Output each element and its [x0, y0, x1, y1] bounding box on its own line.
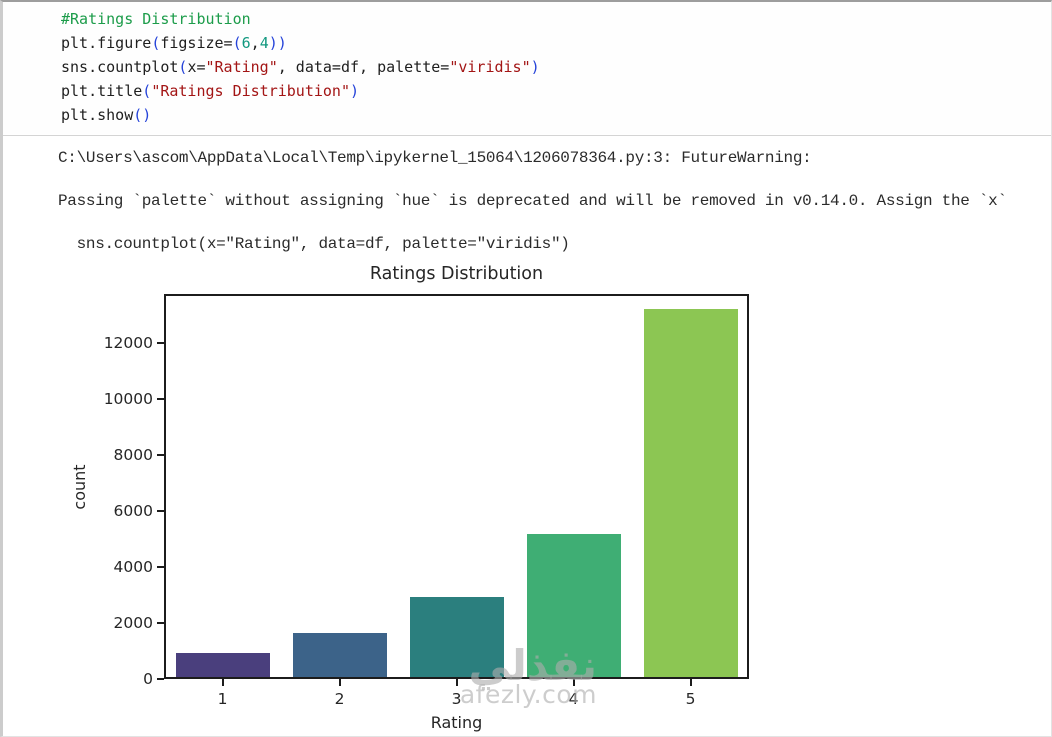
code-token: figsize=: [160, 34, 233, 52]
y-tick-mark: [157, 622, 164, 624]
code-token: plt.title: [61, 82, 143, 100]
code-token: 4: [259, 34, 269, 52]
y-tick-label: 0: [143, 670, 153, 688]
y-tick-mark: [157, 510, 164, 512]
x-tick-label: 4: [568, 690, 579, 708]
code-token: ,: [250, 34, 260, 52]
x-tick-label: 2: [334, 690, 345, 708]
bar-rating-4: [526, 534, 621, 677]
warning-line: Passing `palette` without assigning `hue…: [58, 192, 1007, 210]
x-tick-mark: [221, 679, 224, 686]
code-line: plt.show(): [61, 103, 1051, 127]
code-token: (): [133, 106, 152, 124]
x-tick-label: 3: [451, 690, 462, 708]
future-warning-output: C:\Users\ascom\AppData\Local\Temp\ipyker…: [58, 137, 1051, 266]
code-token: sns.countplot: [61, 58, 179, 76]
y-tick-mark: [157, 454, 164, 456]
code-token: ): [530, 58, 540, 76]
y-tick-label: 12000: [103, 334, 153, 352]
code-token: , data=df, palette=: [277, 58, 450, 76]
x-tick-mark: [455, 679, 458, 686]
bar-rating-5: [643, 309, 738, 677]
bar-rating-1: [175, 653, 270, 677]
chart-title: Ratings Distribution: [369, 264, 544, 284]
x-axis-label: Rating: [430, 713, 483, 732]
cell-output-divider: [3, 135, 1051, 136]
x-tick-label: 5: [685, 690, 696, 708]
code-token: plt.figure: [61, 34, 152, 52]
code-token: x=: [187, 58, 206, 76]
code-line: sns.countplot(x="Rating", data=df, palet…: [61, 55, 1051, 79]
warning-line: sns.countplot(x="Rating", data=df, palet…: [58, 235, 570, 253]
code-token: 6: [241, 34, 251, 52]
code-line: plt.figure(figsize=(6,4)): [61, 31, 1051, 55]
warning-line: C:\Users\ascom\AppData\Local\Temp\ipyker…: [58, 149, 812, 167]
code-token: (: [142, 82, 152, 100]
y-tick-label: 4000: [113, 558, 153, 576]
code-line: plt.title("Ratings Distribution"): [61, 79, 1051, 103]
y-tick-label: 10000: [103, 390, 153, 408]
code-token: "Ratings Distribution": [151, 82, 350, 100]
y-tick-mark: [157, 678, 164, 680]
bar-rating-3: [409, 597, 504, 677]
code-token: plt.show: [61, 106, 134, 124]
code-line: #Ratings Distribution: [61, 7, 1051, 31]
x-tick-mark: [689, 679, 692, 686]
code-token: (: [232, 34, 242, 52]
y-tick-label: 6000: [113, 502, 153, 520]
code-token: "Rating": [205, 58, 278, 76]
code-token: )): [268, 34, 287, 52]
bar-rating-2: [292, 633, 387, 677]
y-tick-label: 8000: [113, 446, 153, 464]
code-token: #Ratings Distribution: [61, 10, 251, 28]
y-tick-mark: [157, 398, 164, 400]
x-tick-label: 1: [217, 690, 228, 708]
code-cell[interactable]: #Ratings Distribution plt.figure(figsize=…: [3, 2, 1051, 134]
y-tick-mark: [157, 566, 164, 568]
code-token: (: [151, 34, 161, 52]
code-editor[interactable]: #Ratings Distribution plt.figure(figsize=…: [3, 2, 1051, 127]
y-tick-mark: [157, 342, 164, 344]
plot-area: [164, 294, 749, 679]
y-axis-label: count: [70, 464, 89, 510]
y-tick-label: 2000: [113, 614, 153, 632]
x-tick-mark: [338, 679, 341, 686]
x-tick-mark: [572, 679, 575, 686]
code-token: (: [178, 58, 188, 76]
code-token: ): [350, 82, 360, 100]
code-token: "viridis": [449, 58, 531, 76]
